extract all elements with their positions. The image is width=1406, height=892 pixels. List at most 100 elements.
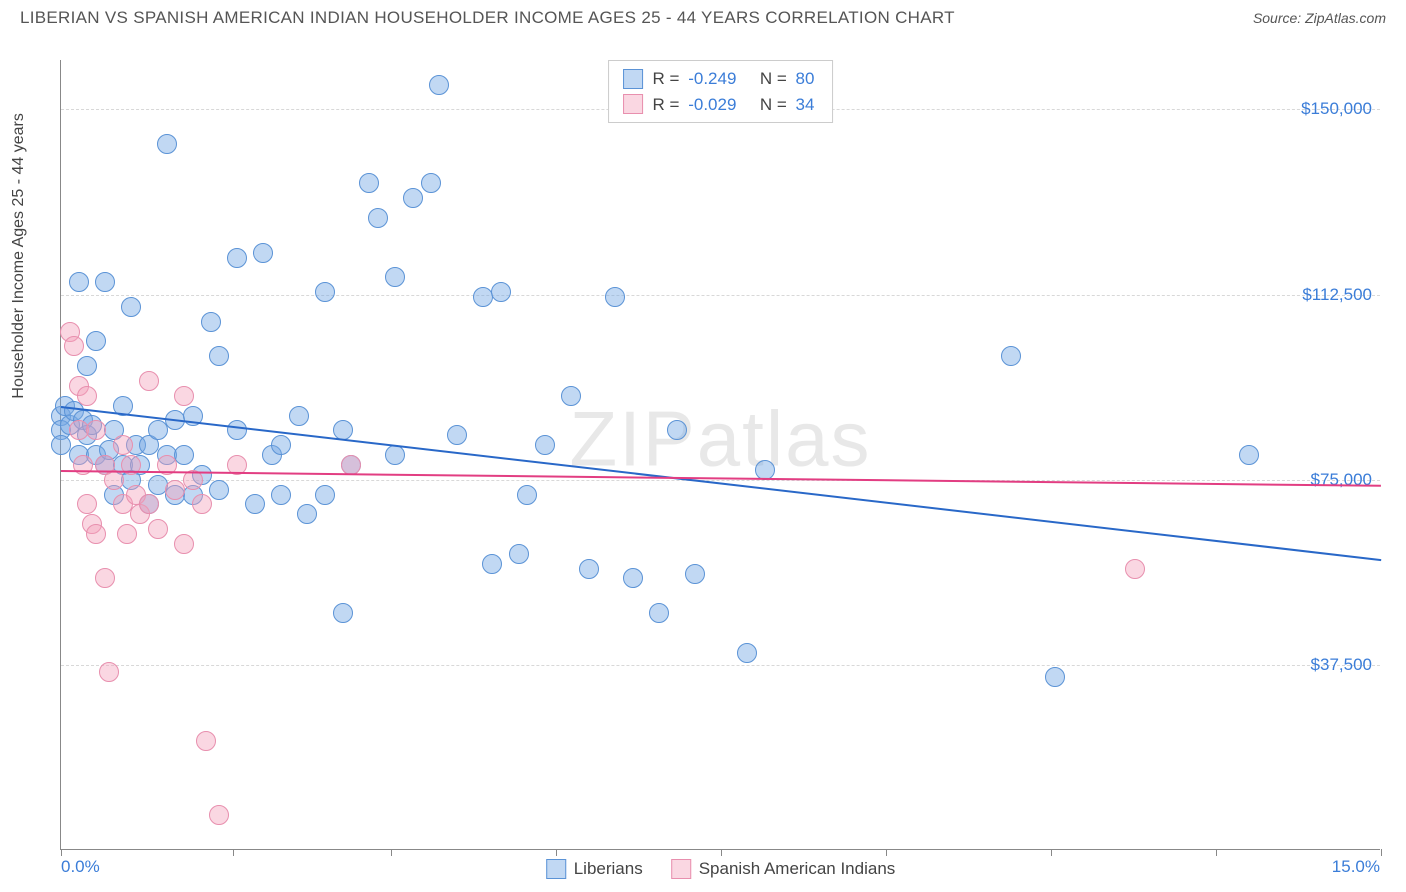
scatter-point [174, 445, 194, 465]
x-tick-mark [1051, 849, 1052, 856]
scatter-point [95, 568, 115, 588]
scatter-point [509, 544, 529, 564]
scatter-point [561, 386, 581, 406]
scatter-point [86, 331, 106, 351]
scatter-point [605, 287, 625, 307]
gridline [61, 295, 1380, 296]
chart-title: LIBERIAN VS SPANISH AMERICAN INDIAN HOUS… [20, 8, 955, 28]
scatter-point [139, 494, 159, 514]
scatter-point [271, 435, 291, 455]
series-legend: Liberians Spanish American Indians [546, 859, 896, 879]
y-tick-label: $112,500 [1302, 285, 1372, 305]
scatter-point [192, 494, 212, 514]
scatter-point [315, 282, 335, 302]
legend-stat-row: R = -0.029 N = 34 [623, 92, 819, 118]
legend-series-item: Spanish American Indians [671, 859, 896, 879]
legend-series-label: Spanish American Indians [699, 859, 896, 879]
scatter-point [1045, 667, 1065, 687]
scatter-point [117, 524, 137, 544]
legend-series-label: Liberians [574, 859, 643, 879]
correlation-legend: R = -0.249 N = 80R = -0.029 N = 34 [608, 60, 834, 123]
scatter-point [482, 554, 502, 574]
scatter-point [86, 524, 106, 544]
scatter-point [491, 282, 511, 302]
scatter-point [315, 485, 335, 505]
scatter-point [77, 386, 97, 406]
scatter-point [227, 248, 247, 268]
scatter-point [113, 435, 133, 455]
x-tick-mark [556, 849, 557, 856]
scatter-point [165, 480, 185, 500]
legend-r-label: R = -0.029 [653, 92, 741, 118]
scatter-point [77, 356, 97, 376]
scatter-point [297, 504, 317, 524]
scatter-point [737, 643, 757, 663]
legend-r-label: R = -0.249 [653, 66, 741, 92]
plot-area: ZIPatlas R = -0.249 N = 80R = -0.029 N =… [60, 60, 1380, 850]
x-min-label: 0.0% [61, 857, 100, 877]
scatter-point [77, 494, 97, 514]
scatter-point [421, 173, 441, 193]
x-tick-mark [886, 849, 887, 856]
scatter-point [623, 568, 643, 588]
scatter-point [148, 420, 168, 440]
scatter-point [429, 75, 449, 95]
chart-header: LIBERIAN VS SPANISH AMERICAN INDIAN HOUS… [0, 0, 1406, 34]
scatter-point [385, 267, 405, 287]
legend-swatch-icon [623, 94, 643, 114]
scatter-point [403, 188, 423, 208]
scatter-point [447, 425, 467, 445]
legend-stat-row: R = -0.249 N = 80 [623, 66, 819, 92]
scatter-point [139, 371, 159, 391]
scatter-point [253, 243, 273, 263]
scatter-point [517, 485, 537, 505]
scatter-point [148, 519, 168, 539]
scatter-point [201, 312, 221, 332]
scatter-point [271, 485, 291, 505]
scatter-point [209, 480, 229, 500]
gridline [61, 480, 1380, 481]
scatter-point [368, 208, 388, 228]
scatter-point [227, 420, 247, 440]
y-tick-label: $37,500 [1311, 655, 1372, 675]
scatter-point [1001, 346, 1021, 366]
scatter-point [64, 336, 84, 356]
scatter-point [1125, 559, 1145, 579]
scatter-point [69, 272, 89, 292]
scatter-point [209, 805, 229, 825]
x-tick-mark [391, 849, 392, 856]
source-attribution: Source: ZipAtlas.com [1253, 10, 1386, 26]
scatter-point [196, 731, 216, 751]
scatter-point [95, 272, 115, 292]
scatter-point [86, 420, 106, 440]
y-axis-label: Householder Income Ages 25 - 44 years [10, 113, 28, 399]
scatter-point [385, 445, 405, 465]
x-tick-mark [1216, 849, 1217, 856]
scatter-point [685, 564, 705, 584]
scatter-point [341, 455, 361, 475]
scatter-point [333, 603, 353, 623]
x-tick-mark [1381, 849, 1382, 856]
x-max-label: 15.0% [1332, 857, 1380, 877]
scatter-point [535, 435, 555, 455]
scatter-point [157, 134, 177, 154]
x-tick-mark [61, 849, 62, 856]
legend-n-label: N = 80 [750, 66, 818, 92]
x-tick-mark [721, 849, 722, 856]
scatter-point [755, 460, 775, 480]
legend-n-label: N = 34 [750, 92, 818, 118]
scatter-point [289, 406, 309, 426]
scatter-point [209, 346, 229, 366]
legend-swatch-icon [546, 859, 566, 879]
scatter-point [245, 494, 265, 514]
scatter-point [667, 420, 687, 440]
scatter-point [649, 603, 669, 623]
scatter-point [99, 662, 119, 682]
scatter-point [359, 173, 379, 193]
y-tick-label: $150,000 [1301, 99, 1372, 119]
gridline [61, 665, 1380, 666]
scatter-point [174, 534, 194, 554]
scatter-point [579, 559, 599, 579]
scatter-point [121, 297, 141, 317]
scatter-point [174, 386, 194, 406]
